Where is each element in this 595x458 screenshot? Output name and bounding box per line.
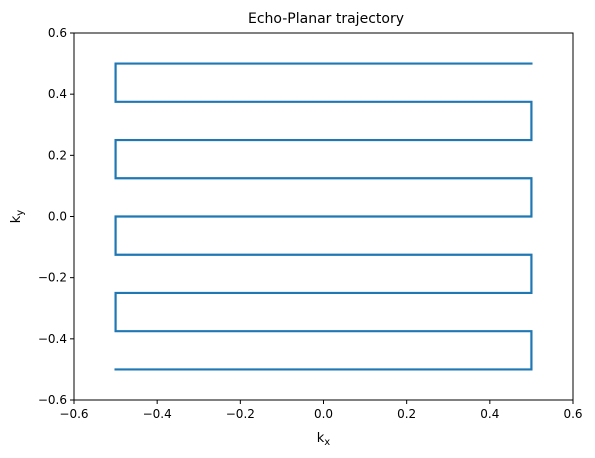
x-axis-label-base: k xyxy=(317,431,325,446)
y-axis-label: ky xyxy=(9,210,26,224)
x-tick-label: 0.2 xyxy=(397,407,416,421)
x-tick-label: −0.6 xyxy=(59,407,88,421)
x-axis-label: kx xyxy=(317,431,331,448)
y-axis: −0.6 −0.4 −0.2 0.0 0.2 0.4 0.6 xyxy=(38,26,74,407)
x-tick-label: 0.6 xyxy=(563,407,582,421)
y-axis-label-sub: y xyxy=(15,210,26,216)
trajectory-line xyxy=(114,62,533,371)
x-tick-label: 0.4 xyxy=(480,407,499,421)
y-tick-label: 0.4 xyxy=(48,87,67,101)
y-tick-label: −0.2 xyxy=(38,271,67,285)
x-tick-label: 0.0 xyxy=(314,407,333,421)
x-axis: −0.6 −0.4 −0.2 0.0 0.2 0.4 0.6 xyxy=(59,400,583,421)
y-tick-label: 0.6 xyxy=(48,26,67,40)
x-tick-label: −0.2 xyxy=(226,407,255,421)
y-tick-label: 0.2 xyxy=(48,148,67,162)
plot-area xyxy=(114,62,533,371)
x-tick-label: −0.4 xyxy=(143,407,172,421)
y-tick-label: −0.6 xyxy=(38,393,67,407)
y-tick-label: −0.4 xyxy=(38,332,67,346)
y-tick-label: 0.0 xyxy=(48,210,67,224)
x-axis-label-sub: x xyxy=(324,437,330,448)
chart-title: Echo-Planar trajectory xyxy=(248,11,404,27)
y-axis-label-base: k xyxy=(9,215,24,223)
